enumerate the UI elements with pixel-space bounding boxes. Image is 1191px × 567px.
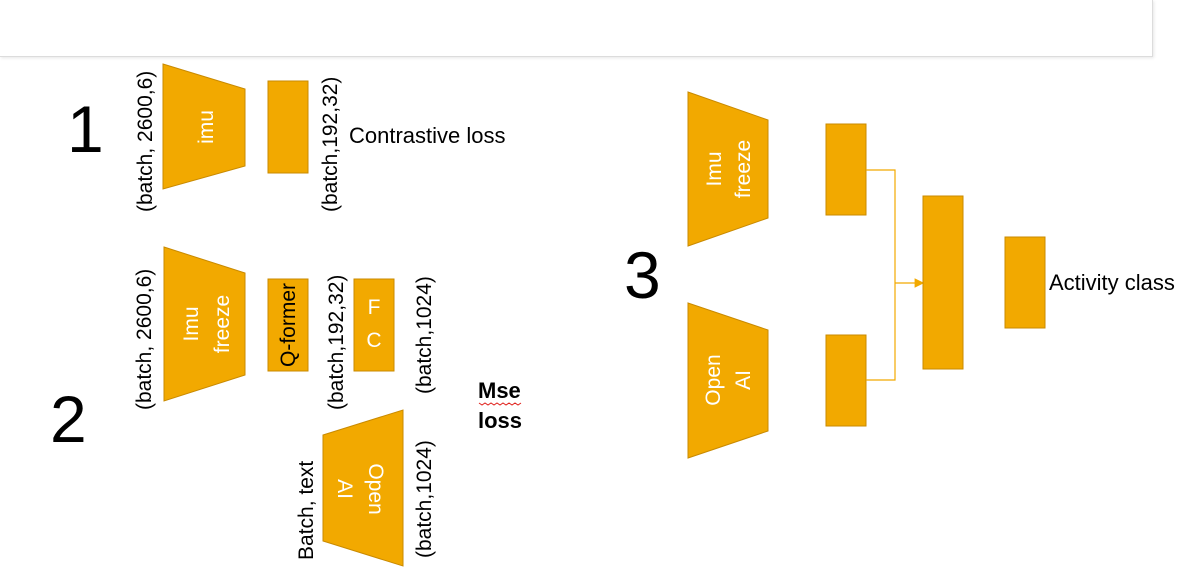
section-2-imu-freeze-line2: freeze (211, 295, 234, 353)
section-1-imu-encoder (162, 63, 246, 190)
section-3-imu-freeze-line2: freeze (732, 140, 755, 198)
qformer-shape: (batch,192,32) (325, 275, 348, 410)
section-1-input-shape: (batch, 2600,6) (134, 71, 157, 212)
fc-label-line1: F (368, 296, 381, 319)
section-2-imu-freeze-encoder (163, 246, 246, 402)
section-1: 1 (batch, 2600,6) imu (batch,192,32) Con… (67, 63, 506, 212)
contrastive-loss-label: Contrastive loss (349, 123, 506, 148)
fusion-block (922, 195, 964, 370)
qformer-label: Q-former (277, 283, 300, 367)
section-1-number: 1 (67, 92, 104, 166)
section-2-input-shape: (batch, 2600,6) (133, 269, 156, 410)
openai-text-encoder (322, 409, 404, 567)
openai-output-shape: (batch,1024) (413, 440, 436, 558)
section-3-imu-freeze-line1: Imu (703, 151, 726, 186)
section-3-openai-line2: AI (732, 370, 755, 390)
mse-loss-line2: loss (478, 408, 522, 433)
section-3-openai-line1: Open (702, 354, 725, 405)
section-1-output-shape: (batch,192,32) (319, 77, 342, 212)
mse-loss-line1: Mse (478, 378, 521, 403)
section-3-openai-feature-block (825, 334, 867, 427)
fc-label-line2: C (366, 329, 381, 352)
qformer-block (267, 278, 309, 372)
fc-block (353, 278, 395, 372)
text-input-label: Batch, text (295, 461, 318, 560)
openai-text-encoder-line2: AI (333, 479, 356, 499)
top-panel (0, 0, 1153, 57)
mse-spellcheck-underline (478, 402, 522, 406)
fc-shape: (batch,1024) (413, 276, 436, 394)
feature-merge-connector (866, 169, 896, 381)
section-2-number: 2 (50, 382, 87, 456)
section-2-imu-freeze-line1: Imu (180, 306, 203, 341)
activity-class-label: Activity class (1049, 270, 1175, 295)
section-2: 2 (batch, 2600,6) Imu freeze Q-former (b… (50, 246, 522, 567)
section-3: 3 Imu freeze Open AI Activity class (624, 91, 1175, 459)
section-1-output-block (267, 80, 309, 174)
section-3-imu-feature-block (825, 123, 867, 216)
section-3-imu-freeze-encoder (687, 91, 769, 247)
section-1-imu-label: imu (195, 110, 218, 144)
openai-text-encoder-line1: Open (364, 463, 387, 514)
section-3-number: 3 (624, 238, 661, 312)
section-3-openai-encoder (687, 302, 769, 459)
activity-class-block (1004, 236, 1046, 329)
